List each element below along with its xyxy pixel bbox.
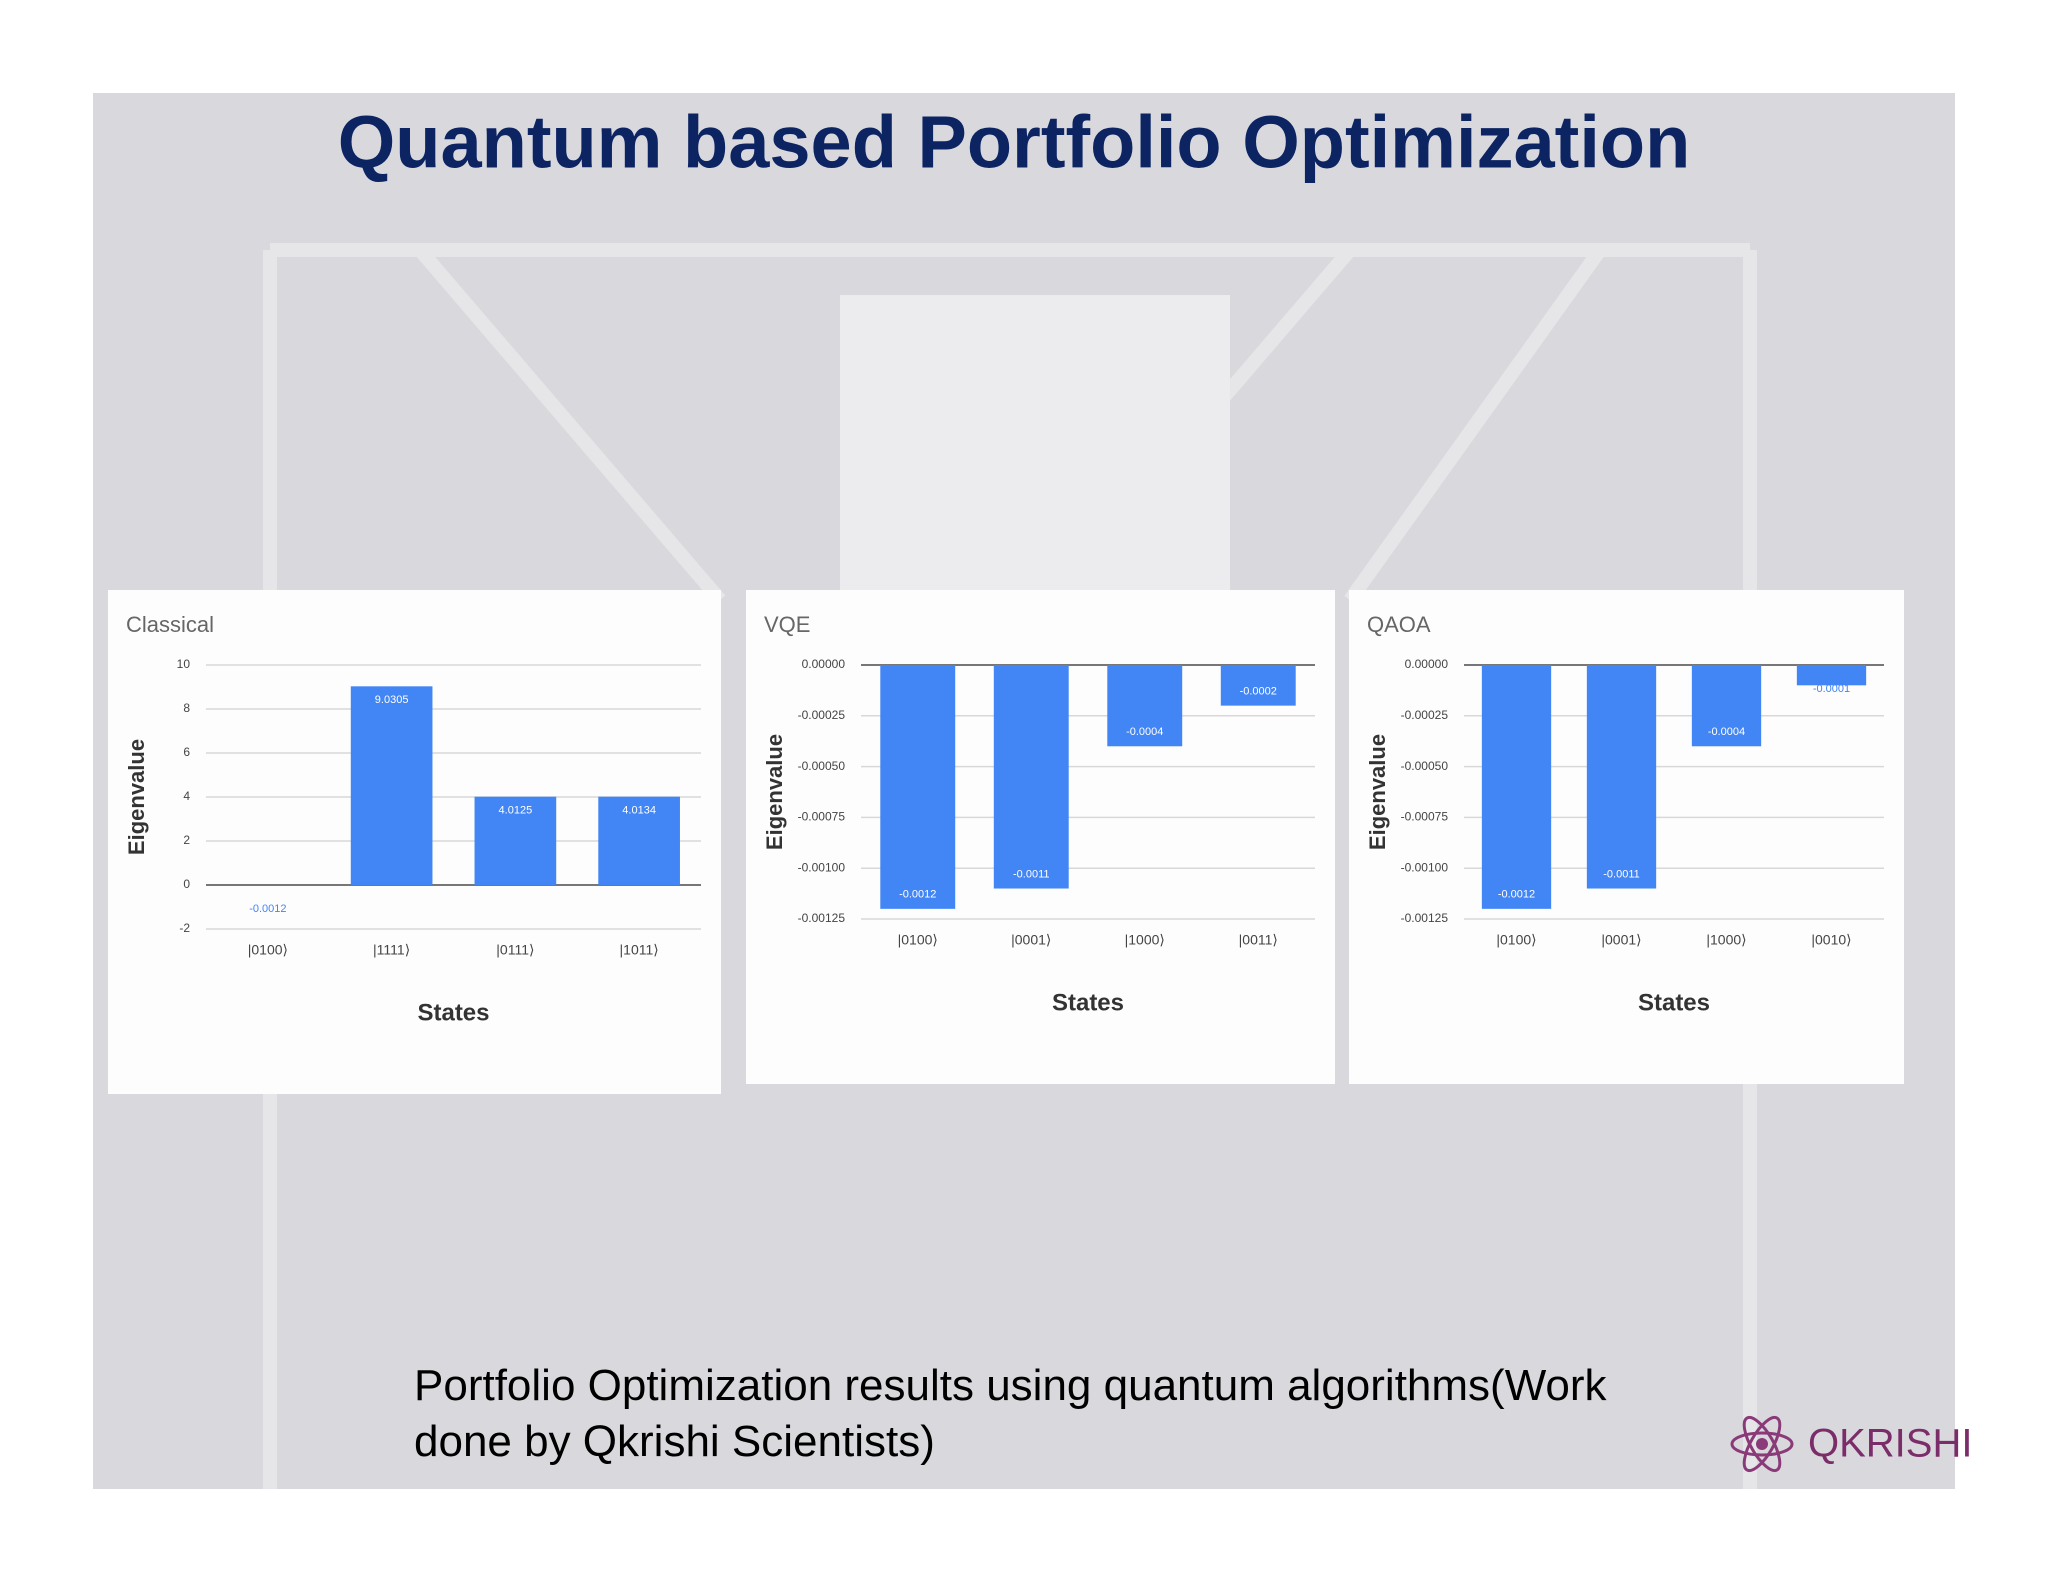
x-tick-label: |0100⟩ (898, 932, 938, 948)
y-tick-label: -0.00050 (1401, 759, 1449, 773)
y-axis-label: Eigenvalue (124, 739, 149, 855)
chart: VQE -0.00125 -0.00100 -0.00075 -0.00050 -0.00… (746, 590, 1335, 1084)
bar (993, 665, 1069, 889)
value-label: 4.0134 (622, 805, 656, 817)
value-label: 9.0305 (375, 694, 409, 706)
x-tick-label: |1011⟩ (620, 942, 659, 958)
y-tick-label: -0.00025 (1401, 708, 1449, 722)
charts: Classical -2 0 2 4 6 8 10 -0.0012 |0100⟩ 9.0305 |11… (108, 590, 1904, 1094)
y-tick-label: -0.00125 (798, 911, 846, 925)
value-label: -0.0012 (899, 889, 936, 901)
x-tick-label: |0010⟩ (1811, 932, 1851, 948)
x-tick-label: |0111⟩ (496, 942, 534, 958)
y-tick-label: 2 (183, 833, 190, 847)
y-axis-label: Eigenvalue (1365, 734, 1390, 850)
x-tick-label: |1000⟩ (1125, 932, 1165, 948)
chart: QAOA -0.00125 -0.00100 -0.00075 -0.00050 -0.0… (1349, 590, 1904, 1084)
bar (1796, 665, 1867, 686)
y-axis-label: Eigenvalue (762, 734, 787, 850)
y-tick-label: -0.00100 (1401, 860, 1449, 874)
value-label: -0.0004 (1126, 726, 1163, 738)
bar (1107, 665, 1183, 747)
value-label: -0.0004 (1708, 726, 1745, 738)
bar (1481, 665, 1552, 909)
y-tick-label: 4 (183, 789, 190, 803)
x-tick-label: |0100⟩ (1496, 932, 1536, 948)
y-tick-label: -0.00025 (798, 708, 846, 722)
x-tick-label: |0011⟩ (1239, 932, 1278, 948)
y-tick-label: 6 (183, 745, 190, 759)
value-label: 4.0125 (499, 805, 533, 817)
bar (598, 796, 680, 885)
y-tick-label: -0.00075 (798, 810, 846, 824)
bar (880, 665, 956, 909)
y-tick-label: 0 (183, 877, 190, 891)
value-label: -0.0012 (1498, 889, 1535, 901)
chart-title: VQE (764, 612, 810, 637)
x-axis-label: States (417, 999, 489, 1026)
x-tick-label: |0001⟩ (1601, 932, 1641, 948)
y-tick-label: -2 (179, 921, 190, 935)
bar (350, 686, 433, 885)
chart-title: QAOA (1367, 612, 1431, 637)
value-label: -0.0011 (1603, 868, 1640, 880)
value-label: -0.0011 (1013, 868, 1050, 880)
value-label: -0.0001 (1813, 683, 1850, 695)
y-tick-label: 10 (177, 657, 191, 671)
value-label: -0.0012 (249, 903, 286, 915)
value-label: -0.0002 (1240, 686, 1277, 698)
y-tick-label: -0.00050 (798, 759, 846, 773)
logo-text: QKRISHI (1808, 1422, 1972, 1466)
x-tick-label: |0100⟩ (248, 942, 288, 958)
x-tick-label: |1000⟩ (1706, 932, 1746, 948)
caption: Portfolio Optimization results using qua… (414, 1361, 1607, 1466)
y-tick-label: 0.00000 (1405, 657, 1449, 671)
y-tick-label: 8 (183, 701, 190, 715)
x-axis-label: States (1638, 989, 1710, 1016)
slide-title: Quantum based Portfolio Optimization (338, 101, 1691, 184)
chart-title: Classical (126, 612, 214, 637)
chart: Classical -2 0 2 4 6 8 10 -0.0012 |0100⟩ 9.0305 |11… (108, 590, 721, 1094)
bar (474, 796, 557, 885)
y-tick-label: 0.00000 (802, 657, 846, 671)
y-tick-label: -0.00125 (1401, 911, 1449, 925)
logo: QKRISHI (1730, 1415, 1972, 1473)
x-tick-label: |0001⟩ (1011, 932, 1051, 948)
bar (1691, 665, 1762, 747)
bar (1220, 665, 1296, 706)
y-tick-label: -0.00100 (798, 860, 846, 874)
bar (1586, 665, 1657, 889)
x-axis-label: States (1052, 989, 1124, 1016)
x-tick-label: |1111⟩ (373, 942, 410, 958)
y-tick-label: -0.00075 (1401, 810, 1449, 824)
